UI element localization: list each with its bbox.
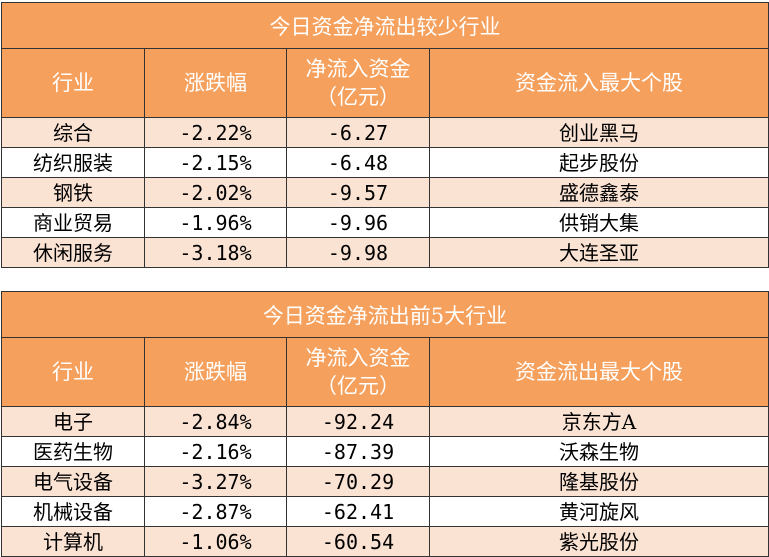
top-stock-cell: 盛德鑫泰 xyxy=(429,177,769,208)
table-row: 休闲服务 -3.18% -9.98 大连圣亚 xyxy=(1,237,769,268)
industry-cell: 医药生物 xyxy=(1,436,145,467)
net-inflow-cell: -87.39 xyxy=(286,436,430,467)
change-cell: -3.27% xyxy=(144,466,287,497)
change-cell: -2.02% xyxy=(144,177,287,208)
top-stock-cell: 创业黑马 xyxy=(429,117,769,148)
table-row: 纺织服装 -2.15% -6.48 起步股份 xyxy=(1,147,769,178)
change-cell: -3.18% xyxy=(144,237,287,268)
net-inflow-cell: -60.54 xyxy=(286,526,430,557)
header-change: 涨跌幅 xyxy=(144,337,287,407)
top-stock-cell: 沃森生物 xyxy=(429,436,769,467)
header-top-stock: 资金流出最大个股 xyxy=(429,337,769,407)
change-cell: -2.15% xyxy=(144,147,287,178)
net-inflow-cell: -9.96 xyxy=(286,207,430,238)
net-inflow-cell: -9.98 xyxy=(286,237,430,268)
change-cell: -1.96% xyxy=(144,207,287,238)
header-top-stock: 资金流入最大个股 xyxy=(429,48,769,118)
top-stock-cell: 供销大集 xyxy=(429,207,769,238)
net-inflow-cell: -70.29 xyxy=(286,466,430,497)
industry-cell: 电子 xyxy=(1,406,145,437)
change-cell: -2.16% xyxy=(144,436,287,467)
top-stock-cell: 黄河旋风 xyxy=(429,496,769,527)
table-title: 今日资金净流出较少行业 xyxy=(1,2,769,49)
table-row: 电气设备 -3.27% -70.29 隆基股份 xyxy=(1,466,769,497)
industry-cell: 商业贸易 xyxy=(1,207,145,238)
header-net-inflow: 净流入资金 （亿元） xyxy=(286,337,430,407)
table-title-row: 今日资金净流出较少行业 xyxy=(1,2,769,49)
table-row: 钢铁 -2.02% -9.57 盛德鑫泰 xyxy=(1,177,769,208)
inflow-least-table: 今日资金净流出较少行业 行业 涨跌幅 净流入资金 （亿元） 资金流入最大个股 综… xyxy=(1,2,769,268)
top-stock-cell: 紫光股份 xyxy=(429,526,769,557)
table-row: 电子 -2.84% -92.24 京东方A xyxy=(1,406,769,437)
table-row: 医药生物 -2.16% -87.39 沃森生物 xyxy=(1,436,769,467)
industry-cell: 电气设备 xyxy=(1,466,145,497)
header-change: 涨跌幅 xyxy=(144,48,287,118)
industry-cell: 综合 xyxy=(1,117,145,148)
table-header-row: 行业 涨跌幅 净流入资金 （亿元） 资金流出最大个股 xyxy=(1,337,769,407)
outflow-top5-table: 今日资金净流出前5大行业 行业 涨跌幅 净流入资金 （亿元） 资金流出最大个股 … xyxy=(1,291,769,557)
header-industry: 行业 xyxy=(1,337,145,407)
table-title: 今日资金净流出前5大行业 xyxy=(1,291,769,338)
net-inflow-cell: -92.24 xyxy=(286,406,430,437)
change-cell: -2.84% xyxy=(144,406,287,437)
table-row: 综合 -2.22% -6.27 创业黑马 xyxy=(1,117,769,148)
top-stock-cell: 京东方A xyxy=(429,406,769,437)
net-inflow-cell: -62.41 xyxy=(286,496,430,527)
top-stock-cell: 大连圣亚 xyxy=(429,237,769,268)
top-stock-cell: 隆基股份 xyxy=(429,466,769,497)
top-stock-cell: 起步股份 xyxy=(429,147,769,178)
net-inflow-cell: -6.27 xyxy=(286,117,430,148)
table-title-row: 今日资金净流出前5大行业 xyxy=(1,291,769,338)
table-header-row: 行业 涨跌幅 净流入资金 （亿元） 资金流入最大个股 xyxy=(1,48,769,118)
change-cell: -2.87% xyxy=(144,496,287,527)
table-row: 计算机 -1.06% -60.54 紫光股份 xyxy=(1,526,769,557)
industry-cell: 休闲服务 xyxy=(1,237,145,268)
table-row: 机械设备 -2.87% -62.41 黄河旋风 xyxy=(1,496,769,527)
net-inflow-cell: -9.57 xyxy=(286,177,430,208)
industry-cell: 计算机 xyxy=(1,526,145,557)
net-inflow-cell: -6.48 xyxy=(286,147,430,178)
header-industry: 行业 xyxy=(1,48,145,118)
change-cell: -1.06% xyxy=(144,526,287,557)
change-cell: -2.22% xyxy=(144,117,287,148)
industry-cell: 纺织服装 xyxy=(1,147,145,178)
industry-cell: 钢铁 xyxy=(1,177,145,208)
table-row: 商业贸易 -1.96% -9.96 供销大集 xyxy=(1,207,769,238)
header-net-inflow: 净流入资金 （亿元） xyxy=(286,48,430,118)
industry-cell: 机械设备 xyxy=(1,496,145,527)
